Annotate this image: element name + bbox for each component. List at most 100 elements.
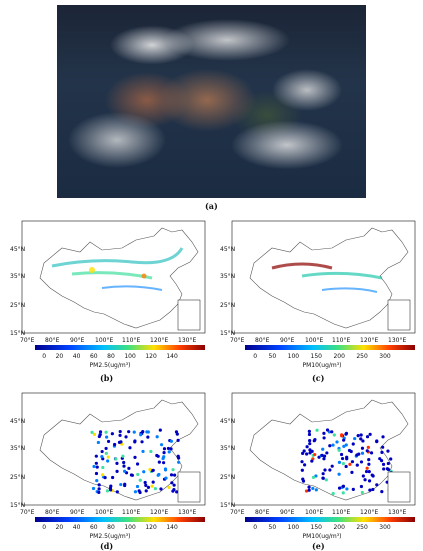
colorbar-ticks-e: 0 50 100 150 200 250 300 (253, 524, 391, 531)
station-dot (127, 430, 131, 434)
station-dot (311, 486, 315, 491)
station-dot (101, 473, 105, 477)
station-dot (128, 446, 132, 450)
station-dot (320, 453, 324, 457)
station-dot (111, 475, 115, 480)
station-dot (171, 489, 175, 493)
station-dot (173, 473, 177, 477)
station-dot (328, 444, 332, 448)
station-dot (344, 443, 348, 447)
station-dot (342, 444, 346, 448)
svg-text:100°E: 100°E (95, 509, 113, 516)
station-dot (371, 487, 375, 492)
station-dot (381, 445, 385, 449)
station-dot (345, 487, 349, 491)
station-dot (314, 488, 318, 492)
svg-text:15°N: 15°N (10, 502, 25, 509)
station-dot (378, 457, 382, 461)
svg-text:90°E: 90°E (280, 509, 295, 516)
satellite-image (57, 5, 366, 198)
station-dot (122, 464, 126, 468)
station-dot (163, 468, 168, 472)
station-dot (341, 461, 346, 466)
station-dot (359, 484, 364, 489)
station-dot (96, 440, 100, 445)
station-dot (375, 439, 379, 444)
station-dot (122, 469, 127, 473)
station-dot (311, 475, 316, 479)
svg-text:120°E: 120°E (360, 337, 378, 344)
station-dot (325, 451, 329, 455)
station-dot (155, 453, 159, 458)
station-dot (117, 440, 122, 444)
station-dot (365, 449, 369, 453)
colorbar-label-d: PM2.5(ug/m³) (89, 533, 131, 540)
station-dot (351, 487, 355, 491)
station-dot (321, 447, 325, 451)
station-dot (310, 449, 314, 453)
station-dot (300, 460, 304, 464)
station-dot (301, 451, 305, 455)
svg-text:80°E: 80°E (45, 337, 60, 344)
svg-text:80°E: 80°E (45, 509, 60, 516)
station-dot (359, 437, 363, 441)
svg-text:45°N: 45°N (10, 246, 25, 253)
station-dot (315, 428, 319, 432)
station-dot (177, 460, 181, 464)
svg-text:100°E: 100°E (305, 337, 323, 344)
colorbar-ticks-b: 0 20 40 60 80 100 120 140 (42, 353, 178, 360)
station-dot (106, 439, 111, 444)
station-dot (322, 454, 327, 458)
station-dot (94, 461, 98, 465)
station-dot (92, 432, 97, 436)
station-dot (95, 479, 99, 483)
station-dot (357, 452, 361, 456)
station-dot (113, 442, 117, 447)
station-dot (97, 487, 101, 491)
station-dot (106, 459, 110, 463)
svg-text:35°N: 35°N (220, 445, 235, 452)
station-dot (104, 446, 108, 451)
station-dot (169, 473, 174, 477)
station-dot (302, 449, 306, 453)
station-dot (162, 450, 166, 455)
station-dot (143, 480, 147, 485)
station-dot (310, 459, 314, 463)
station-dot (130, 473, 134, 477)
station-dot (363, 478, 367, 482)
svg-text:120°E: 120°E (360, 509, 378, 516)
svg-text:110°E: 110°E (122, 337, 140, 344)
station-dot (337, 472, 341, 476)
station-dot (305, 445, 309, 449)
station-dot (176, 438, 180, 443)
station-dot (380, 490, 384, 494)
station-dot (375, 483, 379, 487)
svg-text:110°E: 110°E (332, 509, 350, 516)
station-dot (105, 489, 110, 493)
station-dot (151, 480, 155, 484)
station-dot (175, 490, 179, 494)
station-dot (174, 430, 179, 434)
svg-text:35°N: 35°N (10, 445, 25, 452)
station-dot (139, 433, 143, 437)
station-dot (332, 433, 336, 437)
station-dot (307, 485, 311, 489)
station-dot (169, 447, 173, 451)
station-dot (325, 428, 330, 432)
station-dot (123, 483, 127, 488)
svg-text:70°E: 70°E (20, 509, 35, 516)
station-dot (136, 472, 140, 477)
station-dot (104, 430, 108, 434)
station-dot (146, 430, 150, 434)
svg-text:45°N: 45°N (220, 418, 235, 425)
station-dot (369, 451, 374, 455)
station-dot (132, 430, 136, 434)
station-dot (118, 429, 122, 434)
station-dot (303, 463, 307, 467)
station-dot (157, 460, 161, 464)
station-dot (370, 473, 374, 477)
svg-text:90°E: 90°E (70, 337, 85, 344)
station-dot (341, 484, 346, 488)
svg-text:110°E: 110°E (332, 337, 350, 344)
station-dot (155, 435, 159, 439)
